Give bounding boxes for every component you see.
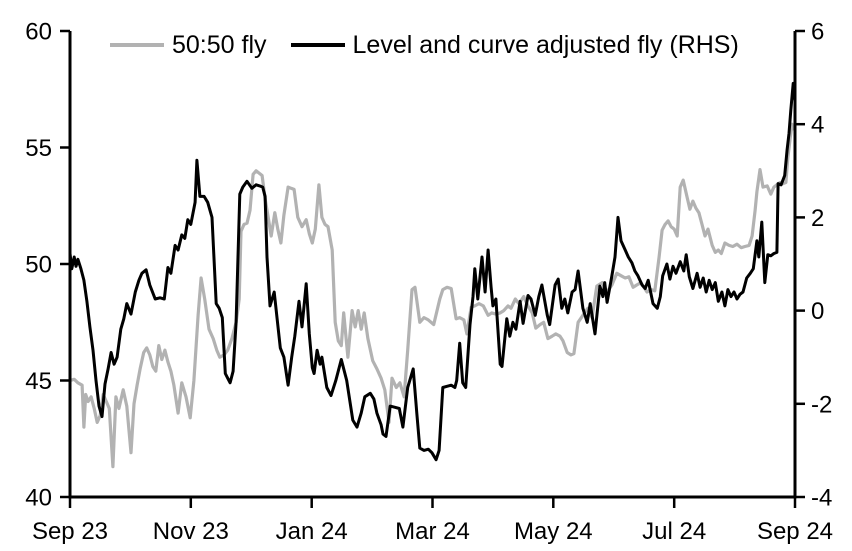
x-axis-tick-label: Jul 24 [642, 518, 706, 545]
x-axis-tick-label: Sep 23 [32, 518, 108, 545]
legend-item-level-curve-adjusted-fly: Level and curve adjusted fly (RHS) [290, 31, 739, 59]
x-axis-tick-label: Mar 24 [395, 518, 470, 545]
left-y-axis-tick-label: 55 [25, 135, 52, 162]
right-y-axis-tick-label: 4 [811, 112, 824, 139]
legend-label-5050-fly: 50:50 fly [172, 31, 267, 59]
right-y-axis-tick-label: 6 [811, 19, 824, 46]
x-axis-tick-label: May 24 [514, 518, 593, 545]
right-y-axis-tick-label: 0 [811, 298, 824, 325]
right-y-axis-tick-label: -4 [811, 485, 832, 512]
left-y-axis-tick-label: 60 [25, 19, 52, 46]
black-line-swatch-icon [290, 43, 345, 47]
right-y-axis-tick-label: 2 [811, 205, 824, 232]
left-y-axis-tick-label: 50 [25, 252, 52, 279]
series-line-level-and-curve-adjusted-fly-rhs [68, 81, 797, 462]
x-axis-tick-label: Sep 24 [757, 518, 833, 545]
legend-item-5050-fly: 50:50 fly [110, 32, 267, 58]
gray-line-swatch-icon [110, 43, 164, 47]
left-y-axis-tick-label: 45 [25, 368, 52, 395]
right-y-axis-tick-label: -2 [811, 391, 832, 418]
x-axis-tick-label: Jan 24 [276, 518, 348, 545]
legend-label-level-curve-adjusted-fly: Level and curve adjusted fly (RHS) [352, 31, 739, 59]
series-line-50-50-fly [68, 122, 796, 469]
legend: 50:50 fly Level and curve adjusted fly (… [110, 32, 739, 58]
left-y-axis-tick-label: 40 [25, 485, 52, 512]
x-axis-tick-label: Nov 23 [153, 518, 229, 545]
